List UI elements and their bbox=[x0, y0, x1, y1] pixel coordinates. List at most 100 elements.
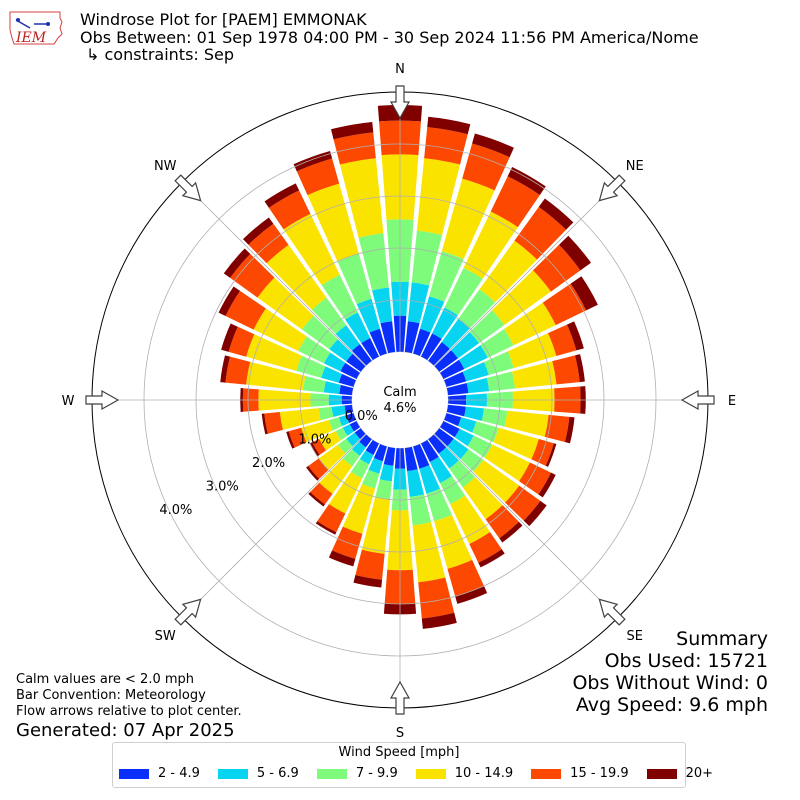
flow-arrow-SW bbox=[174, 598, 202, 626]
bar-60-bin-3 bbox=[504, 302, 556, 346]
compass-label-E: E bbox=[728, 394, 736, 409]
bar-350-bin-5 bbox=[330, 121, 374, 140]
bar-160-bin-1 bbox=[419, 465, 441, 494]
bar-260-bin-4 bbox=[264, 411, 283, 434]
bar-230-bin-4 bbox=[308, 458, 329, 479]
legend-swatch-3 bbox=[415, 768, 446, 779]
bar-20-bin-2 bbox=[429, 251, 464, 302]
compass-label-W: W bbox=[62, 394, 75, 409]
bar-40-bin-5 bbox=[538, 198, 574, 230]
grid-layer bbox=[92, 92, 708, 708]
bar-140-bin-1 bbox=[438, 447, 459, 469]
bar-110-bin-2 bbox=[472, 421, 499, 443]
bar-110-bin-1 bbox=[457, 417, 477, 433]
bar-30-bin-2 bbox=[444, 267, 483, 316]
bar-310-bin-5 bbox=[223, 248, 251, 278]
bar-170-bin-0 bbox=[404, 446, 418, 472]
bar-130-bin-5 bbox=[523, 500, 547, 527]
bar-70-bin-4 bbox=[548, 324, 577, 357]
bar-30-bin-5 bbox=[507, 166, 546, 195]
bar-260-bin-0 bbox=[344, 404, 354, 414]
grid-spoke-135 bbox=[433, 433, 619, 619]
bar-320-bin-0 bbox=[351, 344, 372, 366]
flow-arrow-SE bbox=[598, 598, 626, 626]
bar-40-bin-0 bbox=[428, 342, 450, 366]
bar-50-bin-2 bbox=[469, 310, 505, 344]
grid-spoke-45 bbox=[433, 181, 619, 367]
bar-350-bin-4 bbox=[333, 132, 376, 165]
bar-220-bin-0 bbox=[359, 434, 372, 448]
bar-300-bin-2 bbox=[298, 336, 331, 364]
logo-text: IEM bbox=[15, 30, 47, 46]
bar-340-bin-0 bbox=[369, 328, 388, 357]
flow-arrow-NE bbox=[598, 174, 626, 202]
bar-60-bin-4 bbox=[542, 283, 587, 326]
bar-230-bin-3 bbox=[318, 444, 346, 470]
bar-120-bin-3 bbox=[484, 444, 530, 482]
bar-260-bin-3 bbox=[279, 408, 321, 430]
bar-70-bin-5 bbox=[566, 321, 584, 351]
bar-340-bin-4 bbox=[296, 158, 340, 196]
bar-300-bin-1 bbox=[323, 352, 346, 372]
bar-80-bin-5 bbox=[575, 354, 585, 383]
bar-320-bin-2 bbox=[311, 297, 347, 335]
bar-310-bin-2 bbox=[301, 315, 338, 350]
bar-60-bin-0 bbox=[439, 359, 465, 380]
bar-310-bin-0 bbox=[346, 353, 366, 372]
bar-310-bin-1 bbox=[329, 339, 353, 362]
bar-290-bin-5 bbox=[221, 323, 238, 352]
bar-240-bin-2 bbox=[335, 427, 348, 441]
bar-70-bin-1 bbox=[462, 362, 489, 382]
legend-item-5: 20+ bbox=[646, 766, 714, 781]
bar-140-bin-3 bbox=[462, 477, 503, 520]
bar-150-bin-0 bbox=[420, 439, 439, 462]
bar-60-bin-5 bbox=[570, 276, 598, 311]
bar-290-bin-0 bbox=[338, 373, 357, 388]
bar-170-bin-2 bbox=[409, 494, 432, 526]
bar-10-bin-1 bbox=[407, 282, 430, 324]
bar-130-bin-1 bbox=[447, 438, 469, 459]
bar-100-bin-5 bbox=[564, 416, 575, 444]
bar-330-bin-0 bbox=[361, 338, 380, 361]
bar-200-bin-2 bbox=[362, 469, 380, 489]
flow-arrow-N bbox=[389, 85, 411, 120]
bar-40-bin-1 bbox=[441, 318, 470, 349]
legend-items: 2 - 4.9 5 - 6.9 7 - 9.9 10 - 14.9 15 - 19.9 2… bbox=[119, 766, 731, 781]
bar-210-bin-3 bbox=[328, 471, 363, 514]
legend-label-3: 10 - 14.9 bbox=[454, 766, 514, 781]
summary-obs-without-wind: Obs Without Wind: 0 bbox=[572, 672, 768, 694]
bar-30-bin-4 bbox=[490, 176, 540, 228]
bar-10-bin-5 bbox=[427, 116, 471, 135]
summary-avg-speed: Avg Speed: 9.6 mph bbox=[575, 694, 768, 716]
chart-subtitle: Obs Between: 01 Sep 1978 04:00 PM - 30 S… bbox=[80, 28, 699, 47]
bar-170-bin-1 bbox=[407, 469, 425, 497]
bar-10-bin-4 bbox=[424, 127, 468, 165]
bar-110-bin-3 bbox=[493, 427, 539, 460]
bar-120-bin-1 bbox=[454, 428, 474, 447]
bar-130-bin-3 bbox=[473, 459, 520, 503]
bar-170-bin-5 bbox=[421, 612, 457, 629]
bar-190-bin-5 bbox=[353, 575, 383, 588]
bar-200-bin-0 bbox=[373, 443, 388, 462]
bar-350-bin-0 bbox=[380, 321, 396, 354]
r-tick-label-3: 3.0% bbox=[206, 480, 239, 495]
bar-210-bin-4 bbox=[317, 504, 346, 533]
legend-label-5: 20+ bbox=[685, 766, 714, 781]
bar-250-bin-2 bbox=[328, 417, 343, 431]
compass-label-S: S bbox=[396, 726, 404, 741]
bar-170-bin-4 bbox=[418, 577, 455, 619]
bar-260-bin-5 bbox=[261, 413, 268, 435]
summary-title: Summary bbox=[676, 628, 768, 650]
bar-220-bin-1 bbox=[351, 441, 366, 456]
bar-140-bin-5 bbox=[499, 521, 523, 543]
grid-spoke-225 bbox=[181, 433, 367, 619]
legend-item-4: 15 - 19.9 bbox=[531, 766, 629, 781]
r-tick-label-1: 1.0% bbox=[298, 432, 331, 447]
bar-160-bin-0 bbox=[412, 443, 430, 469]
bar-140-bin-4 bbox=[485, 505, 519, 539]
bar-150-bin-5 bbox=[478, 549, 505, 568]
calm-layer: Calm 4.6% bbox=[352, 352, 448, 448]
bar-150-bin-2 bbox=[439, 476, 466, 505]
flow-arrow-NW bbox=[174, 174, 202, 202]
